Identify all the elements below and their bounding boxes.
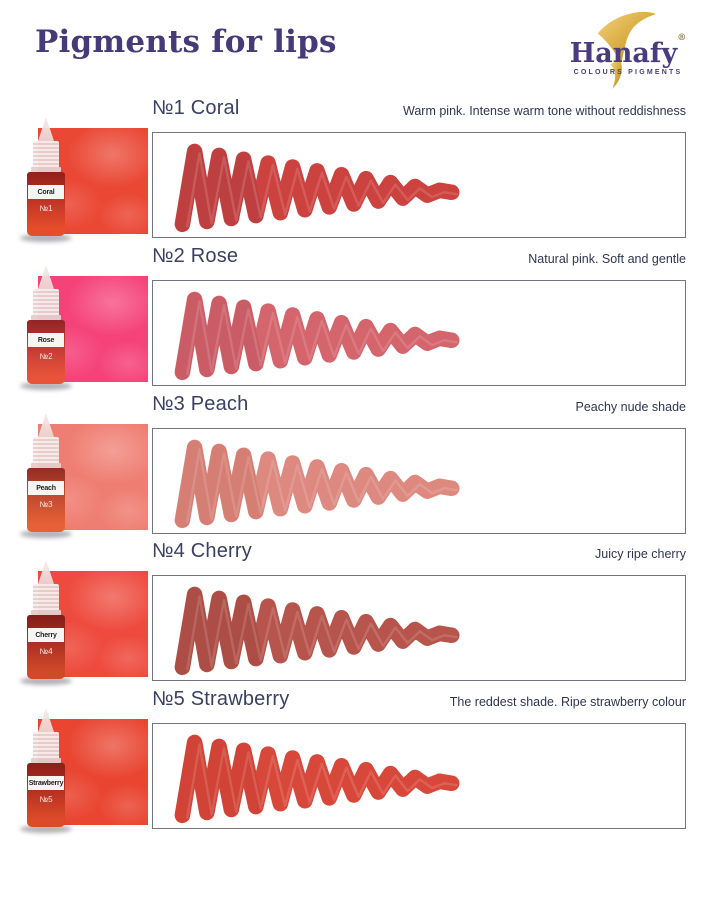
bottle-cap [33, 141, 59, 167]
pigment-stroke [174, 291, 460, 381]
product-title: №1 Coral [152, 97, 240, 119]
bottle-number: №3 [39, 500, 53, 509]
pigment-stroke-dark [175, 735, 264, 823]
stroke-box [152, 723, 686, 829]
bottle-shadow [20, 382, 72, 390]
bottle-shadow [20, 825, 72, 833]
bottle-label: Strawberry [28, 776, 64, 790]
pigment-bottle: Peach №3 [20, 413, 72, 538]
brand-swoosh-icon [597, 11, 657, 89]
bottle-label: Rose [28, 333, 64, 347]
bottle-label: Cherry [28, 628, 64, 642]
bottle-cap [33, 584, 59, 610]
pigment-stroke-dark [175, 587, 264, 675]
bottle-label: Coral [28, 185, 64, 199]
pigment-stroke [174, 143, 460, 233]
bottle-label: Peach [28, 481, 64, 495]
bottle-body-shade [27, 320, 65, 384]
pigment-stroke-dark [175, 292, 264, 380]
pigment-stroke [174, 439, 460, 529]
bottle-number: №4 [39, 647, 53, 656]
registered-mark: ® [677, 33, 687, 43]
pigment-stroke-svg [174, 143, 460, 233]
bottle-tip [38, 708, 54, 732]
pigment-stroke-dark [175, 440, 264, 528]
pigment-stroke-svg [174, 586, 460, 676]
stroke-box [152, 280, 686, 386]
bottle-cap [33, 289, 59, 315]
bottle-number: №2 [39, 352, 53, 361]
bottle-number: №5 [39, 795, 53, 804]
pigment-stroke-highlight [186, 595, 458, 671]
bottle-shadow [20, 234, 72, 242]
pigment-bottle: Cherry №4 [20, 560, 72, 685]
brand-logo: Hanafy® COLOURS PIGMENTS [558, 8, 698, 96]
brand-name: Hanafy® [558, 33, 698, 69]
bottle-neck [31, 167, 61, 172]
brand-tagline: COLOURS PIGMENTS [573, 69, 683, 76]
product-description: Warm pink. Intense warm tone without red… [403, 104, 686, 118]
bottle-neck [31, 758, 61, 763]
bottle-shadow [20, 530, 72, 538]
pigment-stroke-highlight [186, 743, 458, 819]
pigment-bottle: Strawberry №5 [20, 708, 72, 833]
bottle-body: Peach №3 [27, 468, 65, 532]
pigment-stroke [174, 586, 460, 676]
brand-name-text: Hanafy [569, 38, 678, 69]
bottle-body: Coral №1 [27, 172, 65, 236]
bottle-body: Rose №2 [27, 320, 65, 384]
stroke-box [152, 132, 686, 238]
bottle-cap [33, 732, 59, 758]
bottle-cap [33, 437, 59, 463]
product-row-strawberry: №5 Strawberry The reddest shade. Ripe st… [0, 686, 713, 834]
product-row-cherry: №4 Cherry Juicy ripe cherry Cherry №4 [0, 538, 713, 686]
bottle-tip [38, 265, 54, 289]
product-description: Peachy nude shade [575, 400, 686, 414]
bottle-tip [38, 560, 54, 584]
bottle-neck [31, 610, 61, 615]
pigment-stroke-highlight [186, 448, 458, 524]
bottle-number: №1 [39, 204, 53, 213]
pigment-stroke [174, 734, 460, 824]
pigment-stroke-svg [174, 439, 460, 529]
bottle-tip [38, 117, 54, 141]
pigment-bottle: Rose №2 [20, 265, 72, 390]
page-title: Pigments for lips [35, 24, 337, 60]
product-row-peach: №3 Peach Peachy nude shade Peach №3 [0, 391, 713, 539]
bottle-body-shade [27, 172, 65, 236]
stroke-box [152, 428, 686, 534]
product-description: Juicy ripe cherry [595, 547, 686, 561]
stroke-box [152, 575, 686, 681]
pigment-stroke-svg [174, 734, 460, 824]
pigment-stroke-highlight [186, 152, 458, 228]
product-title: №3 Peach [152, 393, 249, 415]
bottle-body-shade [27, 468, 65, 532]
bottle-neck [31, 463, 61, 468]
pigment-stroke-highlight [186, 300, 458, 376]
product-description: The reddest shade. Ripe strawberry colou… [449, 695, 686, 709]
bottle-neck [31, 315, 61, 320]
bottle-body-shade [27, 763, 65, 827]
pigment-stroke-dark [175, 144, 264, 232]
pigment-stroke-svg [174, 291, 460, 381]
product-row-rose: №2 Rose Natural pink. Soft and gentle Ro… [0, 243, 713, 391]
product-description: Natural pink. Soft and gentle [528, 252, 686, 266]
product-row-coral: №1 Coral Warm pink. Intense warm tone wi… [0, 95, 713, 243]
bottle-tip [38, 413, 54, 437]
bottle-body-shade [27, 615, 65, 679]
bottle-body: Cherry №4 [27, 615, 65, 679]
product-title: №2 Rose [152, 245, 239, 267]
bottle-shadow [20, 677, 72, 685]
bottle-body: Strawberry №5 [27, 763, 65, 827]
pigment-bottle: Coral №1 [20, 117, 72, 242]
product-title: №4 Cherry [152, 540, 252, 562]
product-title: №5 Strawberry [152, 688, 290, 710]
